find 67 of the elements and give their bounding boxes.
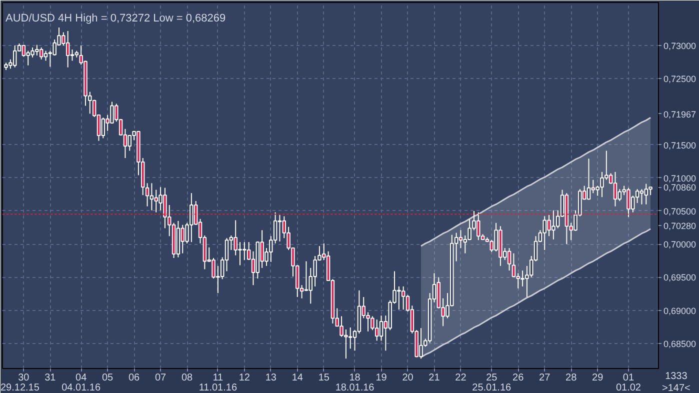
text: 11.01.16 [198,382,238,393]
y-tick-label: 0,71500 [664,140,696,150]
y-tick-label: 0,73000 [664,41,696,52]
y-tick-label: 0,69500 [664,272,696,283]
text: 29.12.15 [0,382,40,393]
y-tick-label: 0,70860 [664,182,696,193]
x-tick-label: 07 [154,372,167,384]
y-tick-label: 0,71000 [664,173,696,184]
candlestick [304,260,308,292]
x-tick-label: 12 [238,372,250,384]
x-tick-label: 22 [455,372,467,384]
candlestick [401,286,406,310]
x-tick-label: 26 [512,372,524,384]
candlestick [374,319,379,342]
text: 04.01.16 [62,382,101,393]
x-tick-label: 21 [428,372,440,384]
x-tick-label: 15 [318,372,330,384]
x-tick-label: 29 [592,372,604,384]
text: >147< [662,383,690,393]
candlestick [128,134,132,152]
x-tick-label: 06 [128,372,140,384]
text: AUD/USD 4H High = 0,73272 Low = 0,68269 [6,12,226,24]
x-tick-label: 14 [292,372,304,384]
x-tick-label: 28 [566,372,578,384]
y-tick-label: 0,70000 [664,240,696,250]
candlestick [458,230,463,249]
candlestick [145,182,150,207]
candlestick [644,183,648,205]
y-tick-label: 0,69000 [664,306,696,316]
line-series [420,228,652,358]
candlestick [379,315,384,342]
text: 01.02 [616,382,642,393]
x-tick-label: 31 [44,372,56,384]
x-tick-label: 27 [539,372,551,384]
candlestick [613,171,618,207]
candlestick [44,50,48,62]
candlestick [512,252,516,278]
x-tick-label: 30 [18,372,30,384]
y-tick-label: 0,71967 [664,109,696,120]
y-tick-label: 0,70500 [664,206,696,216]
candlestick [507,248,512,272]
y-tick-label: 0,68500 [664,338,696,349]
candlestick [12,45,17,68]
candlestick [66,30,70,68]
x-tick-label: 19 [376,372,388,384]
y-tick-label: 0,70280 [664,221,696,232]
candlestick [278,214,282,242]
candlestick [150,182,154,211]
text: 25.01.16 [472,382,512,393]
candlestick [640,188,644,205]
x-tick-label: 18 [349,372,361,384]
candlestick [348,326,352,350]
candlestick [101,117,106,139]
y-tick-label: 0,72500 [664,74,696,84]
x-tick-label: 20 [402,372,414,384]
candlestick [39,47,44,60]
x-tick-label: 05 [102,372,114,384]
x-tick-label: 25 [486,372,498,384]
x-tick-label: 11 [212,372,224,384]
line-series [420,116,652,247]
x-tick-label: 13 [265,372,277,384]
text: 1333 [664,371,688,383]
candlestick [586,158,591,200]
x-tick-label: 01 [622,372,634,384]
text: 18.01.16 [335,382,375,393]
x-tick-label: 08 [181,372,194,384]
x-tick-label: 04 [76,372,88,384]
